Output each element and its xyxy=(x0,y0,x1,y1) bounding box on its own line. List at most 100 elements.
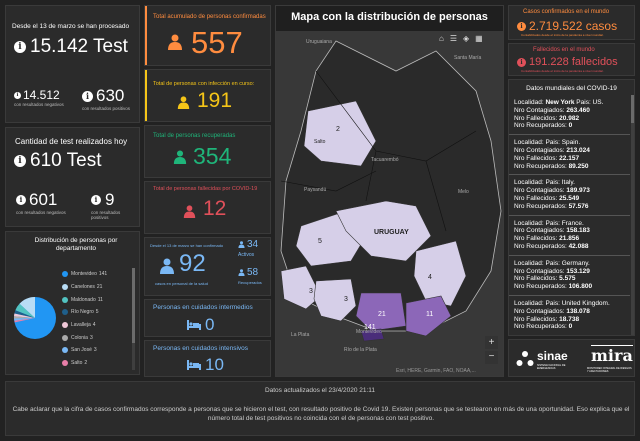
zoom-in-button[interactable]: + xyxy=(485,336,498,349)
legend-item[interactable]: Maldonado 11 xyxy=(62,293,132,306)
legend-value: 141 xyxy=(98,271,108,278)
map-dept-count: 21 xyxy=(378,311,386,318)
world-entry: Localidad: Pais: Spain. Nro Contagiados: … xyxy=(509,135,630,176)
world-contagiados-label: Nro Contagiados: xyxy=(514,146,565,154)
personnel-value: 92 xyxy=(179,250,206,277)
personnel-label: Desde el 13 de marzo se han confirmado xyxy=(150,243,224,248)
world-contagiados: 189.973 xyxy=(566,187,590,195)
footer-panel: Datos actualizados el 23/4/2020 21:11 Ca… xyxy=(5,381,635,436)
dept-distribution-panel: Distribución de personas por departament… xyxy=(5,231,140,375)
border-line xyxy=(280,70,477,232)
legend-item[interactable]: Canelones 21 xyxy=(62,281,132,294)
world-recuperados: 0 xyxy=(568,122,573,130)
tests-since-panel: Desde el 13 de marzo se han procesado i … xyxy=(5,5,140,123)
legend-label: Maldonado xyxy=(71,296,96,303)
legend-swatch xyxy=(62,322,68,329)
world-country: Pais: France. xyxy=(545,219,584,227)
list-icon[interactable]: ☰ xyxy=(449,34,458,43)
map-toolbar: ⌂ ☰ ◈ ▦ xyxy=(439,34,483,43)
scrollbar-thumb[interactable] xyxy=(631,95,634,123)
info-icon: i xyxy=(91,195,101,205)
negatives-label: con resultados negativos xyxy=(14,102,64,107)
mira-logo-sub: MONITOREO INTEGRAL DE RIESGOS Y AFECTACI… xyxy=(587,367,632,373)
person-icon xyxy=(183,205,196,218)
legend-item[interactable]: Río Negro 5 xyxy=(62,306,132,319)
icu-intermediate-value: 0 xyxy=(205,315,215,334)
personnel-active-label: Activos xyxy=(238,252,255,258)
legend-item[interactable]: Colonia 3 xyxy=(62,331,132,344)
legend-item[interactable]: San José 3 xyxy=(62,344,132,357)
deaths-panel: Total de personas fallecidas por COVID-1… xyxy=(144,181,271,234)
legend-swatch xyxy=(62,360,68,367)
basemap-icon[interactable]: ▦ xyxy=(475,34,483,43)
map-place-label: Tacuarembó xyxy=(371,157,399,163)
map-place-label: Río de la Plata xyxy=(344,347,377,353)
dept-legend-scrollbar[interactable] xyxy=(132,268,135,370)
uruguay-map[interactable]: Uruguaiana Santa María Salto Paysandú Ta… xyxy=(276,31,503,376)
legend-swatch xyxy=(62,284,68,291)
map-dept-count: 3 xyxy=(344,296,348,303)
sinae-logo-text: sinae xyxy=(537,349,568,363)
map-place-label: Salto xyxy=(314,139,326,145)
info-icon: i xyxy=(517,21,526,31)
legend-item[interactable]: Lavalleja 4 xyxy=(62,319,132,332)
world-country: Pais: Italy. xyxy=(545,179,575,187)
map-dept-count: 4 xyxy=(428,274,432,281)
world-entry: Localidad: Pais: Italy. Nro Contagiados: … xyxy=(509,175,630,216)
world-fallecidos: 18.738 xyxy=(559,315,580,323)
world-recuperados-label: Nro Recuperados: xyxy=(514,202,567,210)
legend-label: Salto xyxy=(71,360,83,367)
scrollbar-thumb[interactable] xyxy=(132,268,135,343)
world-fallecidos-label: Nro Fallecidos: xyxy=(514,235,558,243)
world-confirmed-value: 2.719.522 casos xyxy=(529,19,618,33)
icu-intensive-panel: Personas en cuidados intensivos 10 xyxy=(144,340,271,377)
layers-icon[interactable]: ◈ xyxy=(463,34,470,43)
world-data-list[interactable]: Localidad: New York Pais: US. Nro Contagi… xyxy=(509,95,630,335)
active-panel: Total de personas con infección en curso… xyxy=(144,69,271,122)
tests-today-panel: Cantidad de test realizados hoy i 610 Te… xyxy=(5,127,140,227)
world-contagiados: 213.024 xyxy=(566,146,590,154)
world-fallecidos: 20.982 xyxy=(559,114,580,122)
legend-value: 21 xyxy=(96,284,103,291)
world-loc-label: Localidad: xyxy=(514,219,544,227)
legend-swatch xyxy=(62,296,68,303)
map-dept-count: 11 xyxy=(426,311,433,318)
world-fallecidos-label: Nro Fallecidos: xyxy=(514,315,558,323)
world-country: Pais: Germany. xyxy=(545,259,590,267)
sinae-logo-icon xyxy=(516,351,534,366)
dept-lavalleja xyxy=(413,240,467,307)
home-icon[interactable]: ⌂ xyxy=(439,34,444,43)
zoom-out-button[interactable]: − xyxy=(485,351,498,364)
legend-item[interactable]: Montevideo 141 xyxy=(62,268,132,281)
world-loc-label: Localidad: xyxy=(514,299,544,307)
person-icon xyxy=(173,150,187,164)
info-icon: i xyxy=(14,41,26,53)
recovered-panel: Total de personas recuperadas 354 xyxy=(144,125,271,178)
world-country: Pais: United Kingdom. xyxy=(545,299,610,307)
dept-pie-chart[interactable] xyxy=(13,296,57,340)
health-personnel-panel: Desde el 13 de marzo se han confirmado 9… xyxy=(144,237,271,296)
today-negatives-block: i 601 con resultados negativos xyxy=(16,190,66,215)
legend-swatch xyxy=(62,334,68,341)
deaths-label: Total de personas fallecidas por COVID-1… xyxy=(153,186,258,192)
legend-item[interactable]: Salto 2 xyxy=(62,357,132,370)
active-value: 191 xyxy=(197,89,233,112)
logos-panel: sinae SISTEMA NACIONAL DE EMERGENCIAS mi… xyxy=(508,339,635,377)
legend-swatch xyxy=(62,309,68,316)
map-panel: Mapa con la distribución de personas Uru… xyxy=(275,5,504,377)
dept-artigas xyxy=(303,100,377,167)
positives-block: i 630 con resultados positivos xyxy=(82,86,130,111)
recovered-label: Total de personas recuperadas xyxy=(153,133,236,139)
world-contagiados-label: Nro Contagiados: xyxy=(514,187,565,195)
footer-updated: Datos actualizados el 23/4/2020 21:11 xyxy=(264,387,376,394)
world-entry: Localidad: Pais: France. Nro Contagiados:… xyxy=(509,216,630,256)
world-data-scrollbar[interactable] xyxy=(631,95,634,335)
legend-label: Colonia xyxy=(71,334,88,341)
world-contagiados: 158.183 xyxy=(566,227,590,235)
world-fallecidos: 25.549 xyxy=(559,194,580,202)
tests-since-row: i 15.142 Test xyxy=(14,36,128,58)
world-country: Pais: Spain. xyxy=(545,139,581,147)
world-confirmed-row: i 2.719.522 casos xyxy=(517,19,617,33)
legend-label: San José xyxy=(71,347,92,354)
dept-montevideo xyxy=(360,328,385,342)
